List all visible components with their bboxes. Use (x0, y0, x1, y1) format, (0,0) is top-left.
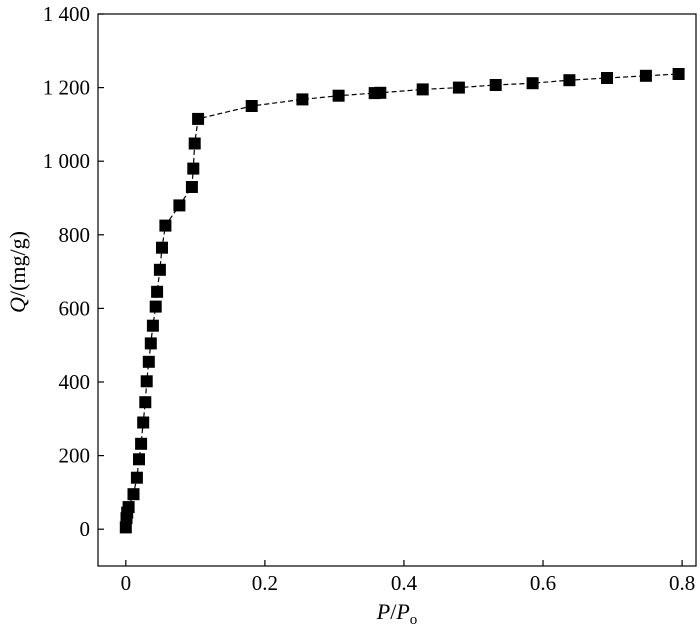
plot-frame (97, 13, 697, 567)
x-tick-label: 0.8 (669, 571, 695, 595)
data-point-marker (151, 285, 164, 298)
y-tick-label: 1 000 (43, 149, 90, 173)
data-point-marker (153, 263, 166, 276)
series-layer (119, 68, 685, 534)
data-point-marker (672, 68, 685, 80)
data-point-marker (173, 199, 186, 212)
y-tick-label: 400 (59, 370, 91, 394)
data-point-marker (137, 416, 150, 429)
x-axis-title: P/Po (376, 599, 418, 628)
y-tick-label: 1 400 (43, 2, 90, 26)
data-point-marker (563, 74, 576, 87)
y-axis-title: Q/(mg/g) (5, 231, 30, 313)
data-point-marker (119, 521, 132, 534)
y-tick-label: 600 (59, 296, 91, 320)
data-point-marker (332, 89, 345, 102)
data-point-marker (639, 69, 652, 82)
data-point-marker (140, 375, 153, 388)
data-point-marker (187, 162, 200, 175)
x-tick-label: 0 (121, 571, 132, 595)
data-point-marker (601, 72, 613, 84)
data-point-marker (374, 86, 387, 99)
data-point-marker (296, 93, 309, 106)
data-point-marker (192, 112, 205, 125)
x-tick-label: 0.2 (252, 571, 278, 595)
data-point-marker (416, 83, 429, 96)
series-line (125, 73, 679, 528)
y-axis-ticks: 0 200 400 600 800 1 000 1 200 1 400 (43, 2, 104, 541)
data-point-marker (156, 241, 168, 254)
data-point-marker (139, 396, 152, 409)
data-point-marker (185, 181, 198, 193)
data-point-marker (146, 319, 159, 332)
y-tick-label: 0 (80, 517, 91, 541)
y-tick-label: 800 (59, 223, 91, 247)
data-point-marker (489, 79, 502, 91)
data-point-marker (130, 471, 143, 484)
data-point-marker (135, 437, 148, 450)
data-point-marker (133, 453, 145, 466)
data-point-marker (245, 100, 258, 112)
data-point-marker (159, 219, 172, 232)
data-point-marker (127, 488, 140, 501)
y-tick-label: 1 200 (43, 76, 90, 100)
data-point-marker (149, 300, 162, 313)
data-point-marker (144, 337, 157, 350)
data-point-marker (122, 501, 135, 514)
data-point-marker (526, 77, 539, 90)
data-point-marker (452, 81, 465, 94)
data-point-marker (142, 355, 155, 368)
x-tick-label: 0.4 (391, 571, 418, 595)
x-tick-label: 0.6 (530, 571, 556, 595)
y-tick-label: 200 (59, 444, 91, 468)
data-point-marker (188, 137, 201, 150)
x-axis-ticks: 0 0.2 0.4 0.6 0.8 (121, 560, 695, 595)
